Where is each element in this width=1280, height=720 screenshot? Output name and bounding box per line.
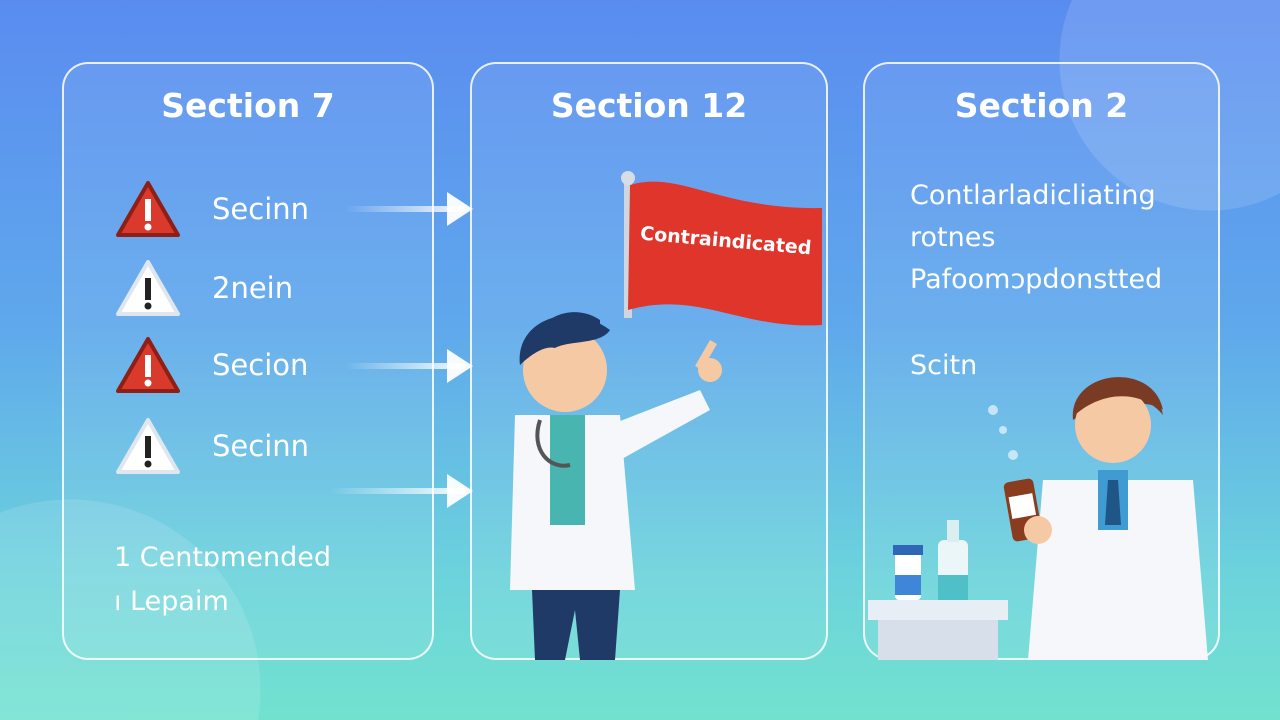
- list-item: Secion: [114, 335, 308, 395]
- warning-white-icon: [116, 260, 180, 316]
- list-item: Secinn: [114, 416, 309, 476]
- list-item-label: 2nein: [212, 271, 294, 305]
- text-line: Contlarladicliating: [910, 180, 1156, 211]
- list-item-label: Secinn: [212, 429, 310, 463]
- text-line: Pafoomɔpdonstted: [910, 264, 1163, 295]
- doctor-with-flag-illustration: [510, 171, 822, 660]
- text-line: rotnes: [910, 222, 996, 253]
- arrow-icon: [345, 192, 473, 226]
- list-item-label: Secinn: [212, 192, 310, 226]
- arrow-icon: [330, 474, 473, 508]
- text-line: Scitn: [910, 350, 978, 381]
- footer-line: 1 Centɒmended: [114, 542, 331, 573]
- warning-white-icon: [116, 418, 180, 474]
- list-item-label: Secion: [212, 348, 309, 382]
- arrow-icon: [345, 349, 473, 383]
- warning-red-icon: [116, 181, 180, 237]
- list-item: Secinn: [114, 179, 309, 239]
- panel-title: Section 7: [161, 86, 335, 125]
- list-item: 2nein: [114, 258, 293, 318]
- panel-section-7: Section 7 Secinn 2nein Secion Secinn 1 C…: [62, 62, 434, 660]
- panel-title: Section 12: [550, 86, 748, 125]
- warning-red-icon: [116, 337, 180, 393]
- panel-title: Section 2: [954, 86, 1129, 125]
- pharmacist-illustration: [868, 377, 1208, 660]
- footer-line: ı Lepaim: [114, 586, 229, 617]
